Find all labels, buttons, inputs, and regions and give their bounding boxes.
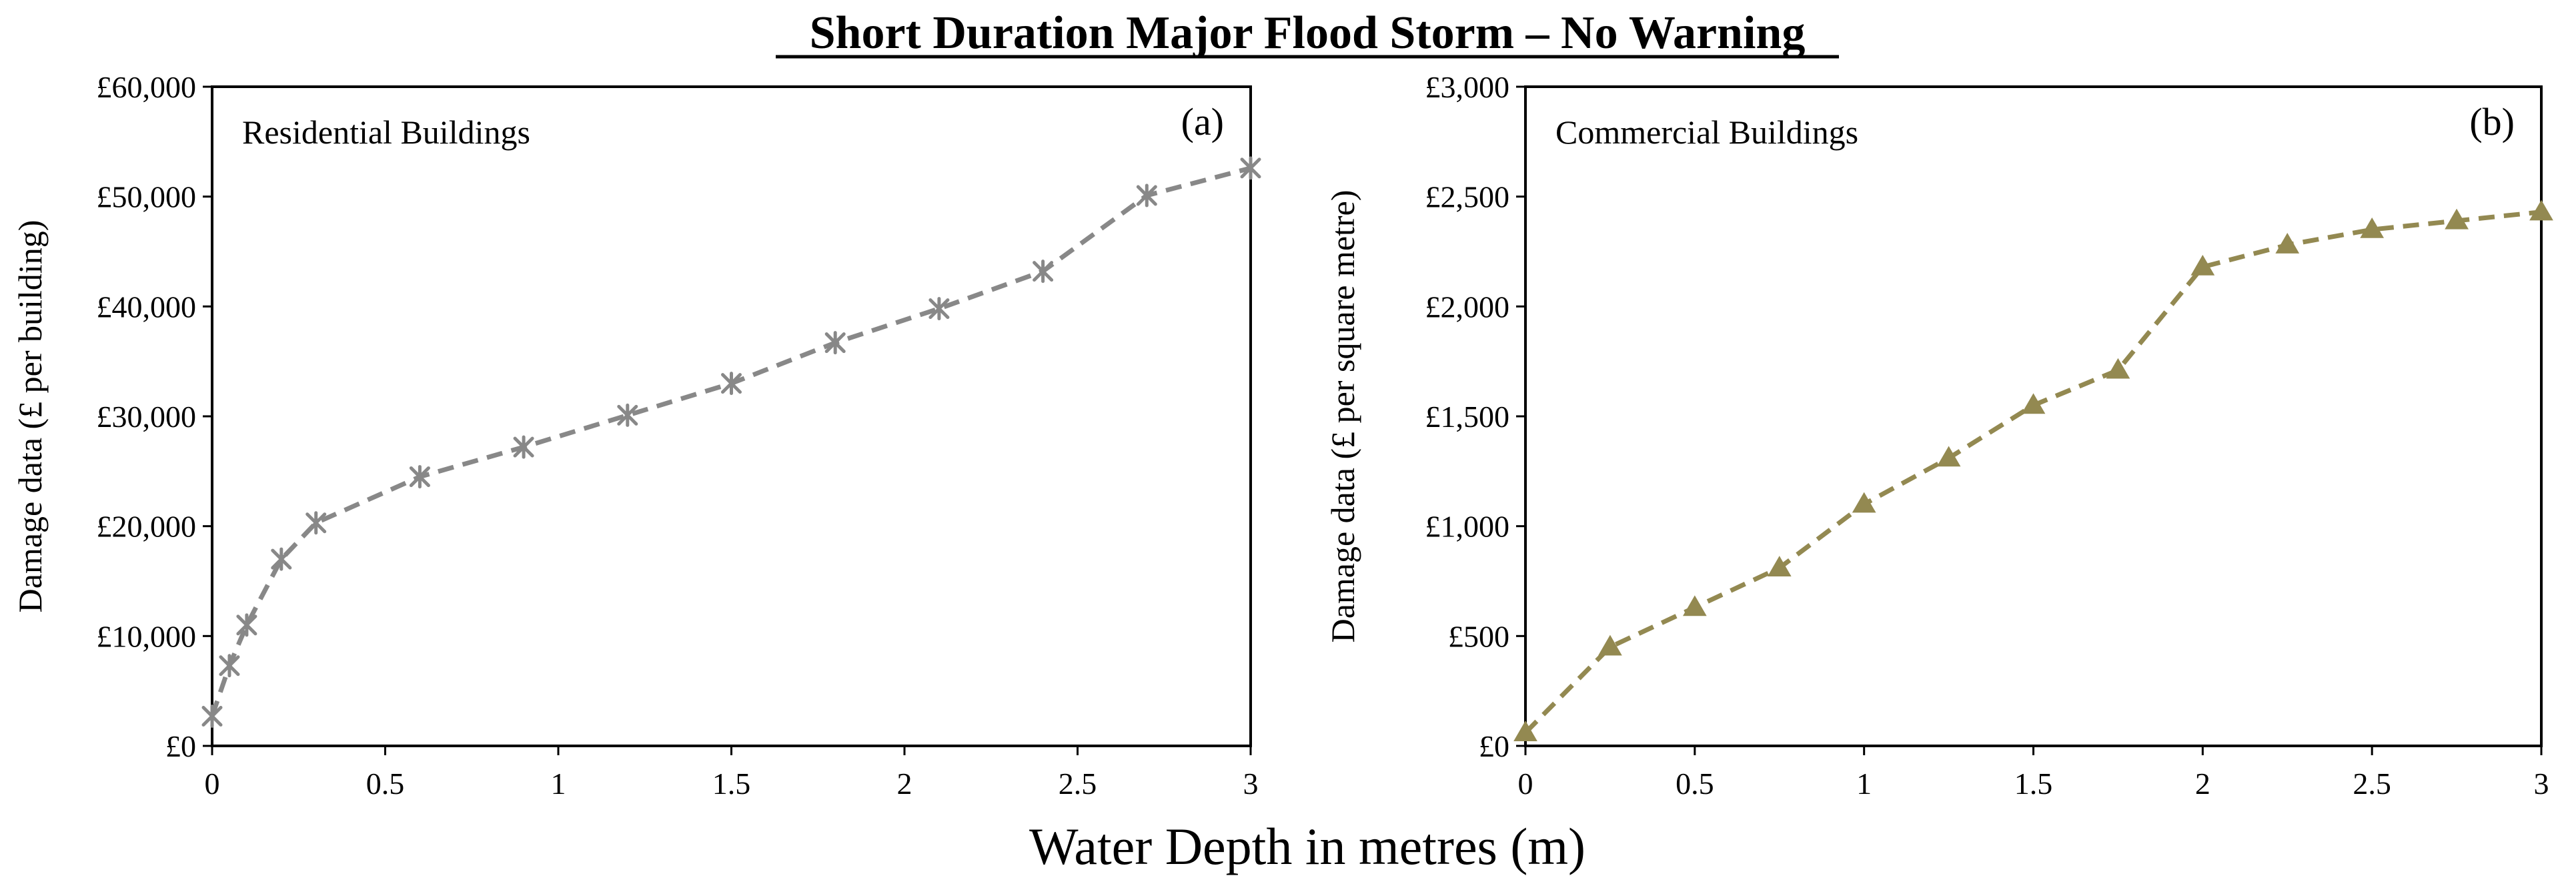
data-point-marker [721,372,742,396]
panel-inner-label: Commercial Buildings [1555,113,1858,151]
plot-frame [211,85,1252,747]
y-tick-label: £10,000 [97,619,197,653]
series-line [1523,209,2542,735]
x-tick-label: 2 [897,767,912,801]
chart-title: Short Duration Major Flood Storm – No Wa… [810,7,1806,59]
x-tick-label: 2 [2195,767,2210,801]
y-tick-label: £50,000 [97,180,197,214]
data-point-marker [1682,595,1707,616]
y-tick-label: £30,000 [97,400,197,434]
x-tick-label: 1 [551,767,566,801]
data-point-marker [409,465,430,489]
x-tick-label: 0 [1518,767,1533,801]
y-tick-label: £0 [1479,729,1509,763]
data-point-marker [1598,634,1622,656]
data-point-marker [1767,556,1792,576]
data-point-marker [201,705,223,729]
x-tick-label: 3 [2534,767,2549,801]
data-point-marker [219,654,240,678]
panel-commercial: £0 £500 £1,000 £1,500 £2,000 £2,500 £3,000 0 0.5… [1324,70,2553,801]
data-point-marker [2106,358,2130,379]
series-line [209,165,1251,717]
data-point-marker [1513,721,1537,741]
x-tick-label: 3 [1243,767,1259,801]
x-tick-label: 1.5 [2014,767,2053,801]
y-axis-label: Damage data (£ per building) [11,220,49,613]
data-point-marker [513,435,534,459]
data-point-marker [2275,233,2300,254]
data-point-marker [2529,199,2553,221]
y-tick-label: £2,000 [1425,290,1510,324]
data-point-marker [2360,217,2385,238]
y-tick-label: £1,500 [1425,400,1510,434]
x-tick-label: 0.5 [1676,767,1714,801]
x-tick-label: 2.5 [2353,767,2391,801]
data-point-marker [1136,183,1157,207]
y-tick-label: £60,000 [97,70,197,104]
panel-letter: (b) [2469,100,2515,143]
panel-inner-label: Residential Buildings [242,113,530,151]
y-tick-label: £3,000 [1425,70,1510,104]
y-tick-label: £40,000 [97,290,197,324]
data-point-marker [1240,156,1261,180]
x-tick-label: 0 [205,767,220,801]
y-axis-label: Damage data (£ per square metre) [1324,190,1361,643]
plot-frame [1524,85,2543,747]
data-point-marker [2021,393,2046,414]
data-point-marker [1852,492,1876,513]
panel-residential: £0 £10,000 £20,000 £30,000 £40,000 £50,000 £60… [11,70,1261,801]
x-tick-label: 1.5 [712,767,751,801]
data-point-marker [617,403,638,427]
data-point-marker [236,613,257,637]
data-point-marker [1936,446,1961,467]
data-point-marker [2445,208,2469,230]
data-point-marker [928,297,950,321]
y-tick-label: £2,500 [1425,180,1510,214]
data-point-marker [824,331,846,355]
x-tick-label: 2.5 [1059,767,1097,801]
y-tick-label: £20,000 [97,510,197,544]
y-tick-label: £0 [165,729,196,763]
data-point-marker [271,547,292,571]
y-tick-label: £1,000 [1425,510,1510,544]
y-tick-label: £500 [1448,619,1509,653]
panel-letter: (a) [1181,100,1224,143]
x-axis-label: Water Depth in metres (m) [1029,817,1585,875]
data-point-marker [1033,260,1054,284]
data-point-marker [305,511,327,535]
x-tick-label: 0.5 [366,767,405,801]
x-tick-label: 1 [1856,767,1872,801]
data-point-marker [2190,254,2215,276]
